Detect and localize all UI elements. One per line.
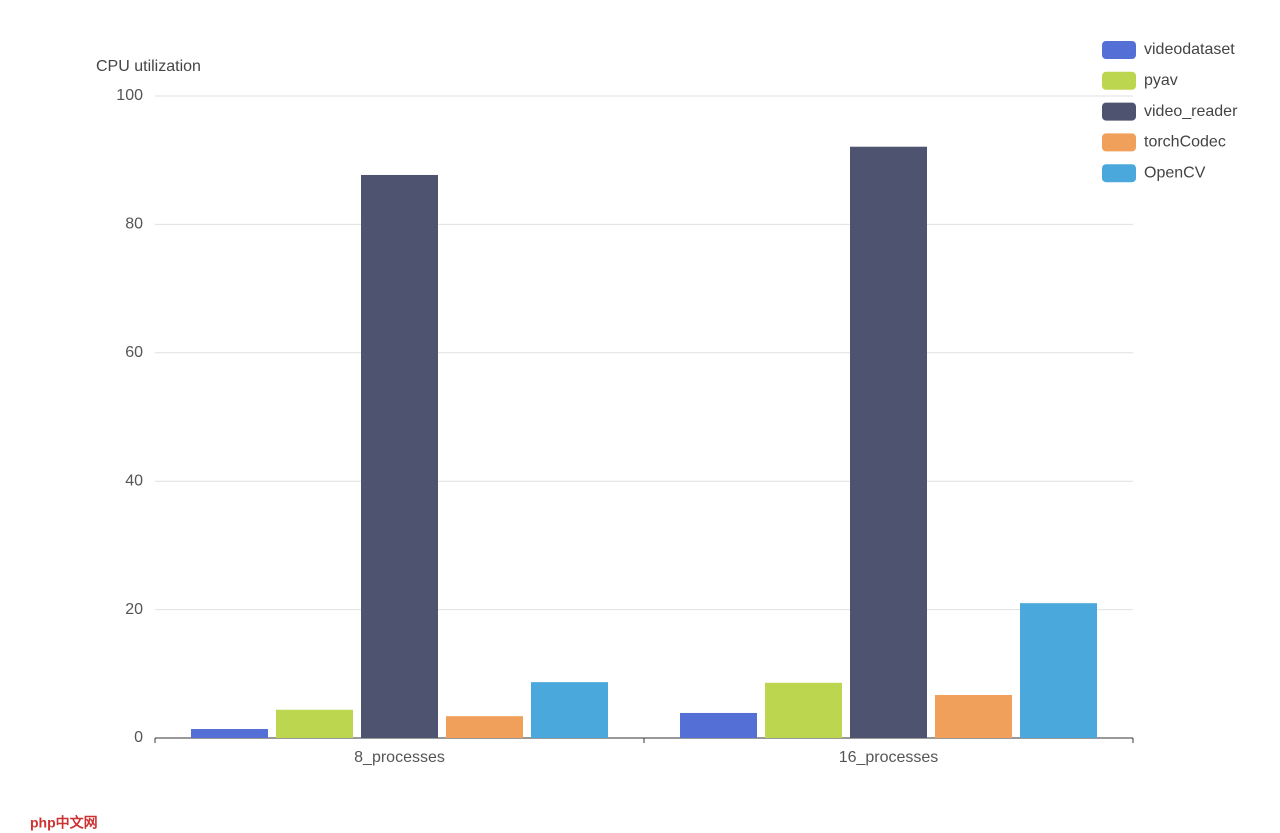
bar [850,146,927,738]
x-tick-label: 8_processes [354,749,445,766]
y-tick-label: 60 [125,344,143,361]
bar [276,709,353,738]
legend-swatch [1102,133,1136,152]
y-axis-label: CPU utilization [96,58,201,75]
bar [531,682,608,738]
bar [361,174,438,738]
bar [191,729,268,738]
y-tick-label: 40 [125,472,143,489]
legend-label: videodataset [1144,41,1235,58]
legend-label: torchCodec [1144,134,1226,151]
bar [680,712,757,738]
y-tick-label: 80 [125,216,143,233]
watermark: php中文网 [30,815,98,831]
legend-label: OpenCV [1144,164,1206,181]
x-tick-label: 16_processes [839,749,939,766]
bar [446,716,523,738]
bar [765,682,842,738]
legend-swatch [1102,71,1136,90]
legend-label: pyav [1144,72,1178,89]
legend-swatch [1102,102,1136,121]
y-tick-label: 100 [116,87,143,104]
y-tick-label: 20 [125,601,143,618]
bar [1020,603,1097,738]
legend-label: video_reader [1144,103,1238,120]
legend-swatch [1102,164,1136,183]
bar [935,694,1012,738]
y-tick-label: 0 [134,729,143,746]
legend-swatch [1102,41,1136,59]
